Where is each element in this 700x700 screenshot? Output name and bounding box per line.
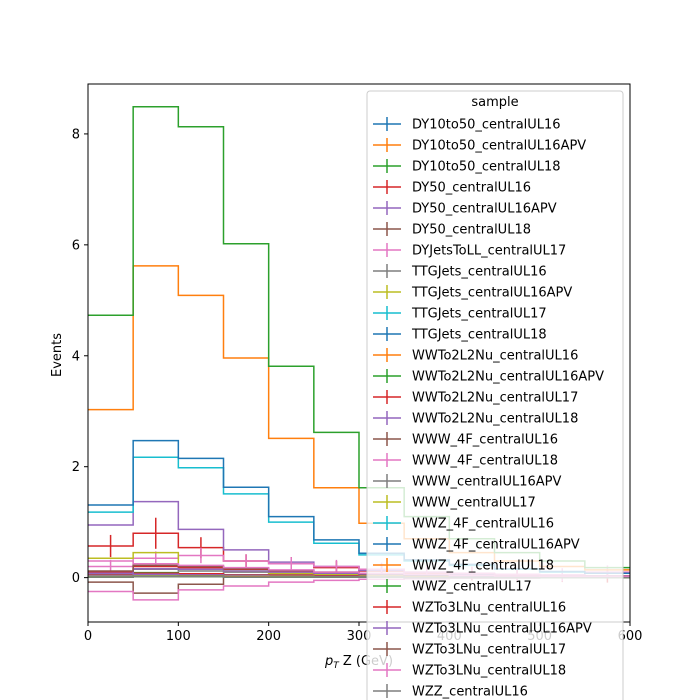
y-tick-label: 8 bbox=[72, 127, 80, 142]
legend-entry: DY50_centralUL18 bbox=[373, 222, 531, 238]
legend-label: WZTo3LNu_centralUL17 bbox=[412, 643, 566, 658]
legend-entry: WZTo3LNu_centralUL18 bbox=[373, 663, 566, 679]
legend-label: DYJetsToLL_centralUL17 bbox=[412, 244, 566, 259]
legend-label: DY10to50_centralUL18 bbox=[412, 160, 561, 175]
legend-frame bbox=[366, 90, 624, 700]
y-tick-label: 6 bbox=[72, 238, 80, 253]
legend-label: WWZ_4F_centralUL16 bbox=[412, 517, 554, 532]
legend-entry: WZTo3LNu_centralUL16 bbox=[373, 600, 566, 616]
legend-entry: DY10to50_centralUL16 bbox=[373, 117, 561, 133]
legend-label: TTGJets_centralUL18 bbox=[411, 328, 547, 343]
legend-entry: TTGJets_centralUL18 bbox=[373, 327, 547, 343]
legend-entry: DY10to50_centralUL16APV bbox=[373, 138, 586, 154]
x-tick-label: 0 bbox=[84, 629, 92, 644]
legend-entry: WWTo2L2Nu_centralUL16APV bbox=[373, 369, 604, 385]
legend-label: TTGJets_centralUL16APV bbox=[411, 286, 572, 301]
legend-entry: TTGJets_centralUL16 bbox=[373, 264, 547, 280]
legend-entry: WZTo3LNu_centralUL17 bbox=[373, 642, 566, 658]
legend-label: WWTo2L2Nu_centralUL16 bbox=[412, 349, 578, 364]
legend-title: sample bbox=[471, 95, 518, 110]
legend-label: WWZ_4F_centralUL18 bbox=[412, 559, 554, 574]
y-axis: 0 2 4 6 8 bbox=[72, 127, 88, 586]
legend-label: WZTo3LNu_centralUL18 bbox=[412, 664, 566, 679]
legend-label: WZTo3LNu_centralUL16APV bbox=[412, 622, 592, 637]
legend-entry: WWW_centralUL17 bbox=[373, 495, 536, 511]
legend-label: WWW_4F_centralUL18 bbox=[412, 454, 558, 469]
legend-entry: WWZ_centralUL17 bbox=[373, 579, 532, 595]
legend-entry: WWW_4F_centralUL18 bbox=[373, 453, 558, 469]
legend-entry: DYJetsToLL_centralUL17 bbox=[373, 243, 566, 259]
y-tick-label: 4 bbox=[72, 349, 80, 364]
legend-label: WWW_centralUL16APV bbox=[412, 475, 561, 490]
legend-label: WWZ_4F_centralUL16APV bbox=[412, 538, 580, 553]
legend-entries: DY10to50_centralUL16 DY10to50_centralUL16… bbox=[373, 117, 604, 700]
y-tick-label: 2 bbox=[72, 460, 80, 475]
x-tick-label: 600 bbox=[618, 629, 643, 644]
legend-entry: WWTo2L2Nu_centralUL18 bbox=[373, 411, 578, 427]
legend-entry: WWTo2L2Nu_centralUL16 bbox=[373, 348, 578, 364]
legend-entry: DY50_centralUL16 bbox=[373, 180, 531, 196]
legend-entry: WWZ_4F_centralUL16APV bbox=[373, 537, 580, 553]
legend-label: DY50_centralUL18 bbox=[412, 223, 531, 238]
legend-entry: TTGJets_centralUL17 bbox=[373, 306, 547, 322]
y-axis-label: Events bbox=[50, 333, 65, 377]
legend-entry: WWW_4F_centralUL16 bbox=[373, 432, 558, 448]
legend-entry: TTGJets_centralUL16APV bbox=[373, 285, 572, 301]
y-tick-label: 0 bbox=[72, 571, 80, 586]
legend-entry: WWTo2L2Nu_centralUL17 bbox=[373, 390, 578, 406]
x-tick-label: 300 bbox=[347, 629, 372, 644]
legend-entry: WZZ_centralUL16 bbox=[373, 684, 528, 700]
legend-label: WWW_centralUL17 bbox=[412, 496, 536, 511]
legend-label: DY10to50_centralUL16 bbox=[412, 118, 561, 133]
legend-entry: WWZ_4F_centralUL18 bbox=[373, 558, 554, 574]
legend-label: WWZ_centralUL17 bbox=[412, 580, 532, 595]
legend-label: DY50_centralUL16APV bbox=[412, 202, 557, 217]
legend: sample DY10to50_centralUL16DY10to50_cent… bbox=[366, 90, 624, 700]
legend-label: WWTo2L2Nu_centralUL16APV bbox=[412, 370, 604, 385]
legend-label: WZZ_centralUL16 bbox=[412, 685, 528, 700]
legend-label: WWTo2L2Nu_centralUL18 bbox=[412, 412, 578, 427]
legend-label: TTGJets_centralUL17 bbox=[411, 307, 547, 322]
legend-label: DY10to50_centralUL16APV bbox=[412, 139, 586, 154]
legend-label: WZTo3LNu_centralUL16 bbox=[412, 601, 566, 616]
legend-label: DY50_centralUL16 bbox=[412, 181, 531, 196]
x-tick-label: 100 bbox=[166, 629, 191, 644]
x-tick-label: 200 bbox=[256, 629, 281, 644]
legend-entry: DY10to50_centralUL18 bbox=[373, 159, 561, 175]
legend-label: TTGJets_centralUL16 bbox=[411, 265, 547, 280]
legend-entry: WZTo3LNu_centralUL16APV bbox=[373, 621, 592, 637]
legend-entry: DY50_centralUL16APV bbox=[373, 201, 557, 217]
legend-entry: WWW_centralUL16APV bbox=[373, 474, 561, 490]
legend-label: WWW_4F_centralUL16 bbox=[412, 433, 558, 448]
legend-label: WWTo2L2Nu_centralUL17 bbox=[412, 391, 578, 406]
legend-entry: WWZ_4F_centralUL16 bbox=[373, 516, 554, 532]
